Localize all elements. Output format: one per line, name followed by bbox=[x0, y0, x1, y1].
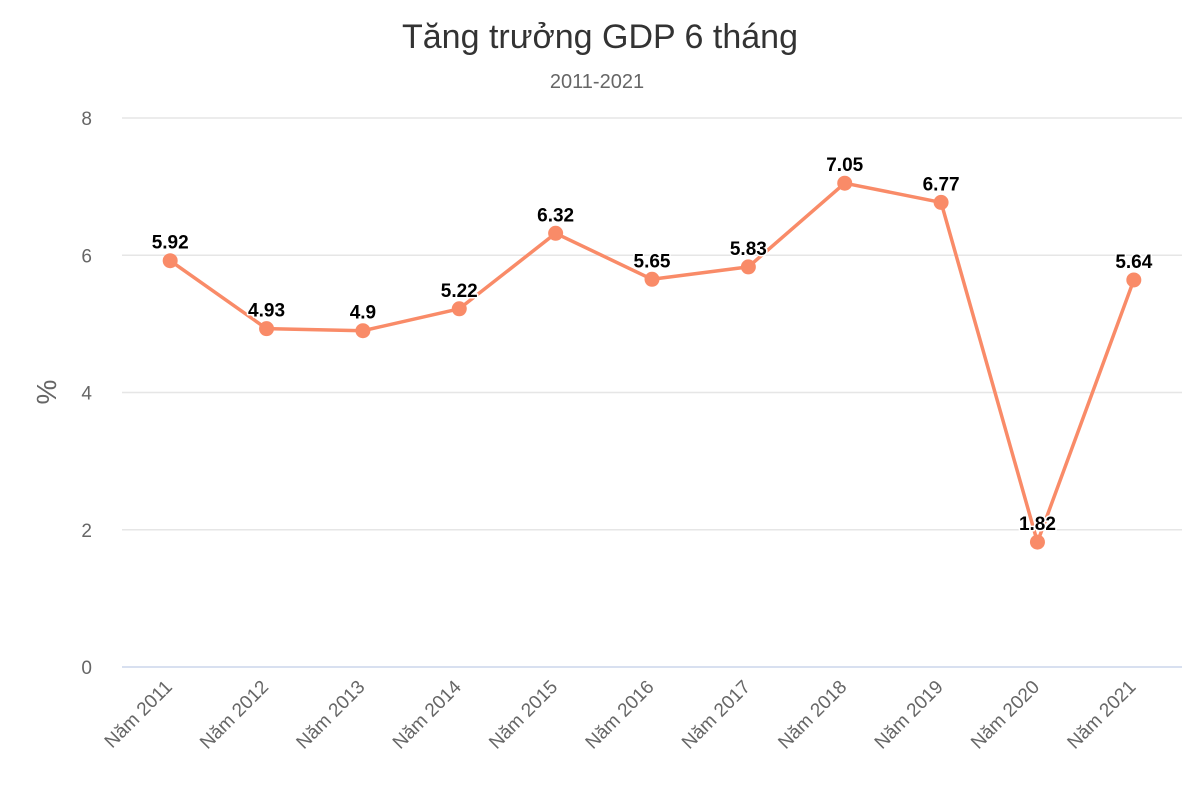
data-label: 5.83 bbox=[730, 239, 767, 260]
data-label: 5.65 bbox=[634, 251, 671, 272]
data-point[interactable] bbox=[548, 225, 564, 241]
data-label: 5.92 bbox=[152, 233, 189, 254]
data-point[interactable] bbox=[644, 271, 660, 287]
x-tick-label: Năm 2015 bbox=[485, 677, 562, 754]
x-tick-label: Năm 2016 bbox=[582, 677, 659, 754]
data-label: 4.9 bbox=[350, 303, 376, 324]
data-label: 5.64 bbox=[1115, 252, 1152, 273]
x-tick-label: Năm 2012 bbox=[196, 677, 273, 754]
data-label: 1.82 bbox=[1019, 514, 1056, 535]
y-tick-label: 6 bbox=[81, 246, 92, 267]
data-label: 6.32 bbox=[537, 205, 574, 226]
x-tick-label: Năm 2019 bbox=[871, 677, 948, 754]
data-label: 4.93 bbox=[248, 301, 285, 322]
x-tick-label: Năm 2013 bbox=[293, 677, 370, 754]
data-point[interactable] bbox=[162, 253, 178, 269]
x-tick-label: Năm 2014 bbox=[389, 676, 466, 753]
x-tick-label: Năm 2017 bbox=[678, 677, 755, 754]
x-tick-label: Năm 2020 bbox=[967, 677, 1044, 754]
x-axis-ticks: Năm 2011 Năm 2012 Năm 2013 Năm 2014 Năm 2015… bbox=[101, 676, 1140, 753]
series-line bbox=[168, 181, 1136, 544]
data-point[interactable] bbox=[740, 259, 756, 275]
series-layer bbox=[168, 181, 1136, 544]
data-point[interactable] bbox=[837, 175, 853, 191]
gridlines bbox=[122, 117, 1182, 668]
data-label: 7.05 bbox=[826, 155, 863, 176]
y-tick-label: 2 bbox=[81, 521, 92, 542]
data-labels: 5.92 4.93 4.9 5.22 6.32 5.65 5.83 7.05 6.77 1.82 5… bbox=[150, 154, 1154, 537]
data-point[interactable] bbox=[933, 194, 949, 210]
x-tick-label: Năm 2021 bbox=[1064, 677, 1141, 754]
data-point[interactable] bbox=[451, 301, 467, 317]
data-label: 5.22 bbox=[441, 281, 478, 302]
y-tick-label: 0 bbox=[81, 658, 92, 679]
data-point[interactable] bbox=[1029, 534, 1045, 550]
data-points bbox=[162, 175, 1142, 550]
y-tick-label: 4 bbox=[81, 384, 92, 405]
y-axis-label: % bbox=[31, 380, 62, 405]
chart-subtitle: 2011-2021 bbox=[550, 71, 644, 93]
y-tick-label: 8 bbox=[81, 109, 92, 130]
x-tick-label: Năm 2011 bbox=[101, 677, 177, 753]
x-tick-label: Năm 2018 bbox=[774, 677, 851, 754]
data-point[interactable] bbox=[355, 323, 371, 339]
y-axis-ticks: 0 2 4 6 8 bbox=[81, 109, 92, 679]
chart-title: Tăng trưởng GDP 6 tháng bbox=[402, 18, 798, 56]
data-point[interactable] bbox=[259, 321, 275, 337]
data-point[interactable] bbox=[1126, 272, 1142, 288]
data-label: 6.77 bbox=[923, 174, 960, 195]
